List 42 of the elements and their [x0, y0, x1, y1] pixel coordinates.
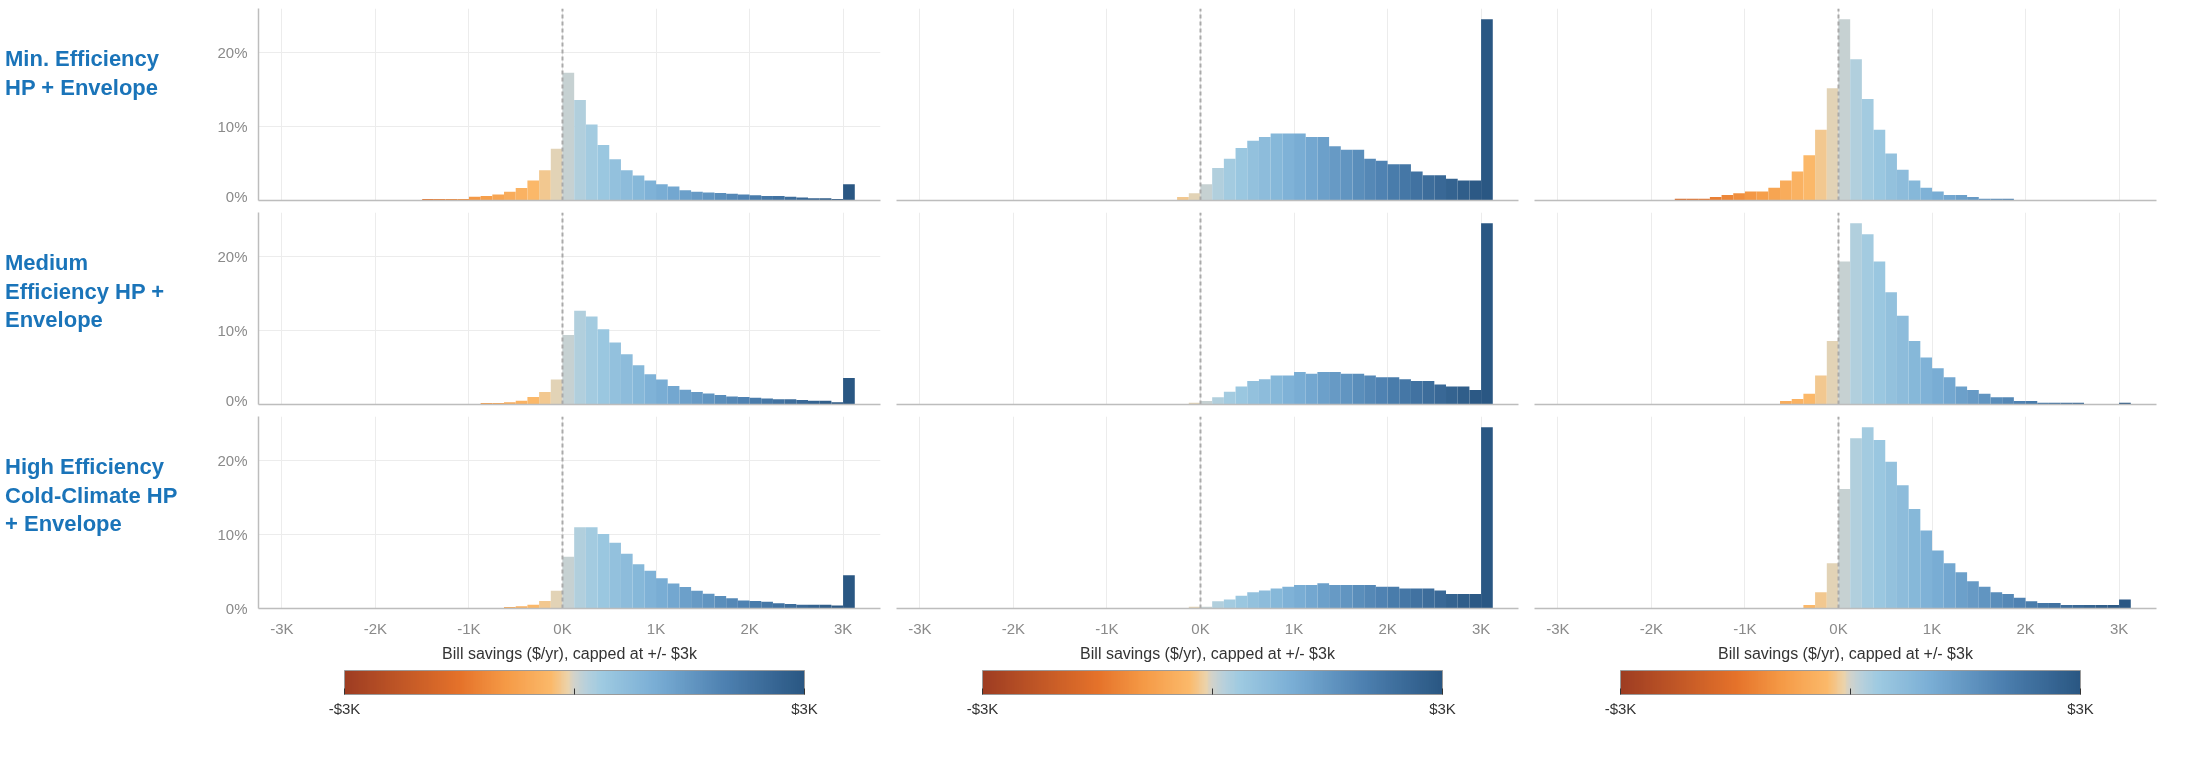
- y-tick-label: 10%: [217, 118, 248, 136]
- x-tick-label: 1K: [646, 619, 666, 637]
- y-tick-label: 20%: [217, 44, 248, 62]
- x-tick-label: -2K: [363, 619, 388, 637]
- y-tick-label: 20%: [217, 452, 248, 470]
- x-tick-label: 2K: [2016, 619, 2035, 637]
- color-bar-label: -$3K: [328, 699, 361, 717]
- x-axis-title: Bill savings ($/yr), capped at +/- $3k: [442, 644, 698, 662]
- color-bar-label: -$3K: [966, 699, 999, 717]
- x-tick-label: -3K: [1546, 619, 1570, 637]
- x-tick-label: 3K: [2109, 619, 2129, 637]
- color-bar-label: $3K: [1429, 699, 1456, 717]
- x-tick-label: 0K: [553, 619, 572, 637]
- color-bar-label: $3K: [791, 699, 818, 717]
- x-tick-label: -3K: [908, 619, 932, 637]
- y-axis-title: High Efficiency Cold-Climate HP + Envelope: [5, 453, 178, 539]
- y-tick-label: 10%: [217, 526, 248, 544]
- x-tick-label: 0K: [1829, 619, 1848, 637]
- x-tick-label: 2K: [740, 619, 759, 637]
- y-axis-title: Medium Efficiency HP + Envelope: [5, 249, 166, 335]
- x-tick-label: 3K: [1471, 619, 1491, 637]
- x-tick-label: -1K: [1733, 619, 1757, 637]
- x-tick-label: -3K: [270, 619, 294, 637]
- y-tick-label: 0%: [225, 187, 248, 205]
- x-tick-label: -1K: [457, 619, 481, 637]
- x-axis-title: Bill savings ($/yr), capped at +/- $3k: [1718, 644, 1974, 662]
- x-tick-label: 2K: [1378, 619, 1397, 637]
- y-axis-title: Min. Efficiency HP + Envelope: [5, 45, 161, 102]
- y-tick-label: 0%: [225, 600, 248, 617]
- color-bar-label: $3K: [2067, 699, 2094, 717]
- x-tick-label: 1K: [1922, 619, 1942, 637]
- x-tick-label: 0K: [1191, 619, 1210, 637]
- y-tick-label: 20%: [217, 248, 248, 266]
- x-tick-label: 3K: [833, 619, 853, 637]
- x-tick-label: -1K: [1095, 619, 1119, 637]
- x-tick-label: -2K: [1639, 619, 1664, 637]
- x-axis-title: Bill savings ($/yr), capped at +/- $3k: [1080, 644, 1336, 662]
- y-tick-label: 10%: [217, 322, 248, 340]
- color-bar-label: -$3K: [1604, 699, 1637, 717]
- x-tick-label: -2K: [1001, 619, 1026, 637]
- x-tick-label: 1K: [1284, 619, 1304, 637]
- y-tick-label: 0%: [225, 391, 248, 409]
